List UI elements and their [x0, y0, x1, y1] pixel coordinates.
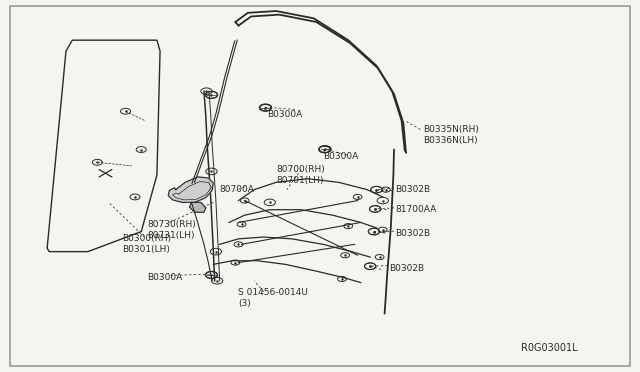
Polygon shape: [168, 177, 213, 202]
Text: 80700A: 80700A: [220, 185, 255, 194]
Text: R0G03001L: R0G03001L: [521, 343, 577, 353]
Polygon shape: [189, 202, 206, 212]
Text: B0300A: B0300A: [148, 273, 183, 282]
Text: 80730(RH)
80731(LH): 80730(RH) 80731(LH): [148, 220, 196, 240]
Text: B0300A: B0300A: [267, 110, 302, 119]
Text: B0302B: B0302B: [396, 185, 430, 194]
Text: B0300(RH)
B0301(LH): B0300(RH) B0301(LH): [122, 234, 172, 254]
Text: S 01456-0014U
(3): S 01456-0014U (3): [239, 288, 308, 308]
Text: 80700(RH)
80701(LH): 80700(RH) 80701(LH): [276, 165, 325, 185]
Text: B0335N(RH)
B0336N(LH): B0335N(RH) B0336N(LH): [424, 125, 479, 145]
Text: B0302B: B0302B: [389, 263, 424, 273]
Text: B0302B: B0302B: [396, 229, 430, 238]
Text: 81700AA: 81700AA: [396, 205, 436, 214]
Text: B0300A: B0300A: [323, 153, 358, 161]
